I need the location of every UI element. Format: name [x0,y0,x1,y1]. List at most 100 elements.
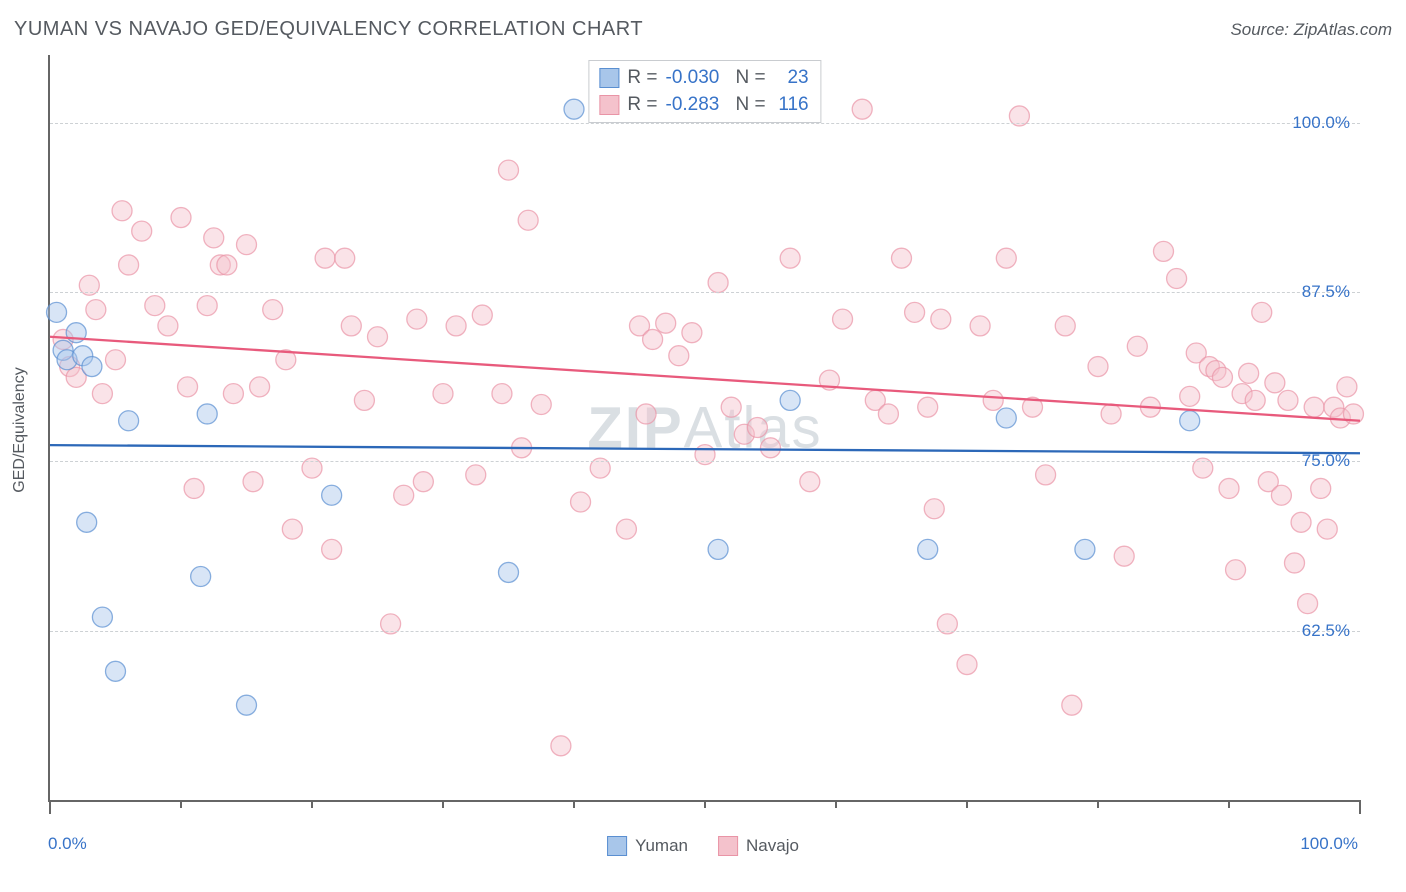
data-point [669,346,689,366]
data-point [996,408,1016,428]
data-point [564,99,584,119]
data-point [531,394,551,414]
x-tick [573,800,575,808]
data-point [112,201,132,221]
data-point [1114,546,1134,566]
data-point [708,539,728,559]
chart-svg [50,55,1360,800]
data-point [335,248,355,268]
data-point [1337,377,1357,397]
data-point [1180,411,1200,431]
n-label: N = [736,92,766,119]
r-label: R = [627,92,657,119]
data-point [800,472,820,492]
data-point [780,390,800,410]
data-point [250,377,270,397]
gridline [50,292,1360,293]
data-point [322,539,342,559]
yuman-r-value: -0.030 [666,65,728,92]
data-point [466,465,486,485]
data-point [1167,269,1187,289]
x-tick [311,800,313,808]
data-point [1062,695,1082,715]
x-tick [966,800,968,808]
data-point [1212,367,1232,387]
data-point [472,305,492,325]
data-point [571,492,591,512]
data-point [918,539,938,559]
data-point [92,607,112,627]
data-point [178,377,198,397]
gridline [50,461,1360,462]
chart-container: YUMAN VS NAVAJO GED/EQUIVALENCY CORRELAT… [0,0,1406,892]
data-point [1180,386,1200,406]
data-point [1075,539,1095,559]
data-point [82,357,102,377]
y-tick-label: 100.0% [1292,113,1350,133]
source-label: Source: ZipAtlas.com [1230,20,1392,40]
data-point [970,316,990,336]
data-point [1285,553,1305,573]
data-point [1055,316,1075,336]
x-max-label: 100.0% [1300,834,1358,854]
data-point [315,248,335,268]
data-point [433,384,453,404]
legend-row-navajo: R = -0.283 N = 116 [599,92,808,119]
data-point [1154,241,1174,261]
data-point [1298,594,1318,614]
data-point [499,160,519,180]
x-tick [1359,800,1361,814]
data-point [852,99,872,119]
data-point [354,390,374,410]
data-point [761,438,781,458]
gridline [50,631,1360,632]
x-tick [1097,800,1099,808]
data-point [747,418,767,438]
data-point [1304,397,1324,417]
data-point [77,512,97,532]
data-point [780,248,800,268]
data-point [171,208,191,228]
data-point [92,384,112,404]
data-point [924,499,944,519]
data-point [191,567,211,587]
data-point [1101,404,1121,424]
r-label: R = [627,65,657,92]
data-point [1226,560,1246,580]
navajo-series-name: Navajo [746,836,799,856]
data-point [217,255,237,275]
data-point [499,562,519,582]
data-point [106,661,126,681]
x-tick [835,800,837,808]
legend-row-yuman: R = -0.030 N = 23 [599,65,808,92]
data-point [1088,357,1108,377]
navajo-swatch [718,836,738,856]
data-point [243,472,263,492]
y-axis-label: GED/Equivalency [11,367,29,492]
data-point [878,404,898,424]
y-tick-label: 62.5% [1302,621,1350,641]
data-point [1311,478,1331,498]
data-point [1278,390,1298,410]
data-point [656,313,676,333]
data-point [1271,485,1291,505]
data-point [184,478,204,498]
data-point [518,210,538,230]
data-point [918,397,938,417]
data-point [708,273,728,293]
y-tick-label: 87.5% [1302,282,1350,302]
data-point [616,519,636,539]
chart-title: YUMAN VS NAVAJO GED/EQUIVALENCY CORRELAT… [14,18,643,41]
yuman-n-value: 23 [774,65,809,92]
legend-item-yuman: Yuman [607,836,688,856]
data-point [643,329,663,349]
data-point [322,485,342,505]
plot-area: ZIPAtlas R = -0.030 N = 23 R = -0.283 N … [48,55,1360,802]
data-point [1239,363,1259,383]
data-point [413,472,433,492]
yuman-swatch [607,836,627,856]
data-point [492,384,512,404]
data-point [119,255,139,275]
data-point [957,655,977,675]
n-label: N = [736,65,766,92]
